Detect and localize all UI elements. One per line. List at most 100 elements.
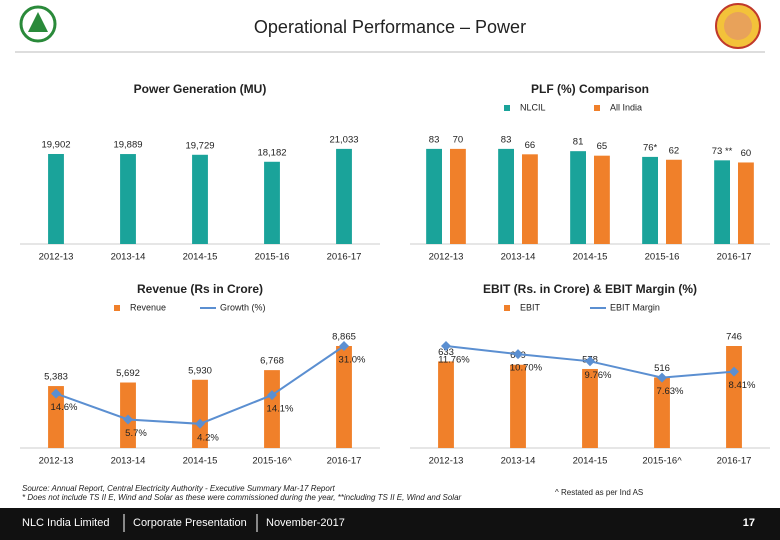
- bar: [642, 156, 658, 244]
- bar: [264, 370, 280, 448]
- footer-bar: [0, 508, 780, 540]
- data-label: 633: [438, 347, 454, 358]
- source-note: Source: Annual Report, Central Electrici…: [22, 484, 335, 493]
- data-label: 516: [654, 363, 670, 374]
- x-tick-label: 2015-16: [645, 252, 680, 263]
- chart-title: EBIT (Rs. in Crore) & EBIT Margin (%): [483, 282, 697, 296]
- x-tick-label: 2015-16^: [642, 456, 682, 467]
- data-label: 21,033: [329, 134, 358, 145]
- logo-mark: [28, 12, 48, 32]
- bar: [738, 162, 754, 244]
- line-label: 14.1%: [267, 404, 294, 415]
- line-label: 5.7%: [125, 428, 147, 439]
- bar: [120, 154, 136, 244]
- bar: [192, 379, 208, 448]
- x-tick-label: 2016-17: [327, 456, 362, 467]
- line-label: 14.6%: [51, 402, 78, 413]
- line-marker: [267, 390, 277, 401]
- bar: [450, 148, 466, 244]
- emblem: [715, 3, 761, 49]
- legend-marker: [594, 105, 600, 111]
- data-label: 5,383: [44, 372, 68, 383]
- footer-company: NLC India Limited: [22, 517, 109, 529]
- data-label: 81: [573, 137, 584, 148]
- bar: [48, 153, 64, 244]
- x-tick-label: 2013-14: [111, 456, 146, 467]
- restated-note: ^ Restated as per Ind AS: [555, 488, 643, 497]
- data-label: 18,182: [257, 147, 286, 158]
- legend-marker: [504, 305, 510, 311]
- emblem-face: [724, 12, 752, 40]
- page-number: 17: [743, 517, 755, 529]
- data-label: 19,729: [185, 140, 214, 151]
- bar: [336, 346, 352, 448]
- line-label: 11.76%: [438, 355, 470, 366]
- data-label: 8,865: [332, 332, 356, 343]
- bar: [582, 368, 598, 448]
- line-label: 8.41%: [729, 380, 756, 391]
- legend-label: EBIT Margin: [610, 302, 660, 312]
- data-label: 5,930: [188, 365, 212, 376]
- line-marker: [123, 414, 133, 425]
- line-marker: [729, 366, 739, 377]
- data-label: 66: [525, 140, 536, 151]
- bar: [726, 346, 742, 448]
- line-label: 31.0%: [339, 355, 366, 366]
- legend-label: All India: [610, 102, 642, 112]
- data-label: 6,768: [260, 356, 284, 367]
- bar: [48, 386, 64, 448]
- data-label: 70: [453, 134, 464, 145]
- data-label: 83: [429, 134, 440, 145]
- x-tick-label: 2012-13: [429, 456, 464, 467]
- bar: [438, 361, 454, 448]
- x-tick-label: 2014-15: [183, 456, 218, 467]
- x-tick-label: 2014-15: [183, 252, 218, 263]
- x-tick-label: 2012-13: [39, 252, 74, 263]
- bar: [570, 151, 586, 244]
- line-marker: [513, 349, 523, 360]
- data-label: 73 **: [712, 146, 733, 157]
- footer-date: November-2017: [266, 517, 345, 529]
- x-tick-label: 2016-17: [717, 456, 752, 467]
- data-label: 746: [726, 332, 742, 343]
- line-marker: [339, 341, 349, 351]
- footnote: * Does not include TS II E, Wind and Sol…: [22, 493, 462, 502]
- bar: [654, 377, 670, 448]
- x-tick-label: 2012-13: [429, 252, 464, 263]
- x-tick-label: 2016-17: [327, 252, 362, 263]
- bar: [426, 148, 442, 244]
- line-label: 9.76%: [585, 370, 612, 381]
- data-label: 62: [669, 145, 680, 156]
- line-marker: [51, 388, 61, 399]
- logo: [19, 5, 57, 43]
- bar: [510, 364, 526, 448]
- logo-ring: [19, 5, 57, 43]
- data-label: 76*: [643, 142, 658, 153]
- data-label: 19,902: [41, 140, 70, 151]
- bar: [498, 148, 514, 244]
- bar: [666, 159, 682, 244]
- data-label: 5,692: [116, 368, 140, 379]
- x-tick-label: 2013-14: [111, 252, 146, 263]
- data-label: 19,889: [113, 140, 142, 151]
- bar: [336, 148, 352, 244]
- x-tick-label: 2016-17: [717, 252, 752, 263]
- bar: [264, 161, 280, 244]
- x-tick-label: 2015-16: [255, 252, 290, 263]
- bar: [192, 154, 208, 244]
- x-tick-label: 2015-16^: [252, 456, 292, 467]
- chart-title: PLF (%) Comparison: [531, 82, 649, 96]
- legend-label: Revenue: [130, 302, 166, 312]
- x-tick-label: 2013-14: [501, 456, 536, 467]
- bar: [522, 154, 538, 244]
- line-marker: [195, 418, 205, 429]
- legend-marker: [114, 305, 120, 311]
- x-tick-label: 2014-15: [573, 456, 608, 467]
- bar: [714, 160, 730, 244]
- legend-label: NLCIL: [520, 102, 546, 112]
- x-tick-label: 2013-14: [501, 252, 536, 263]
- chart-title: Revenue (Rs in Crore): [137, 282, 263, 296]
- data-label: 65: [597, 141, 608, 152]
